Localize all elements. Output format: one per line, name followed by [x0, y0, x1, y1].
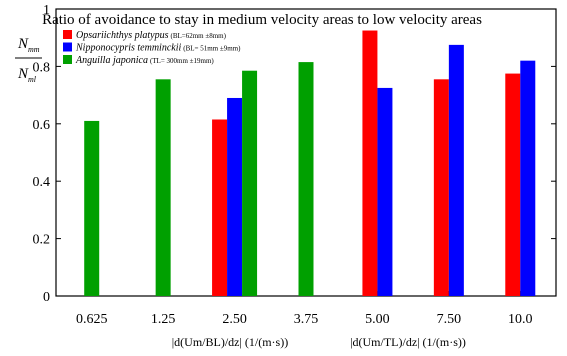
x-tick-label: 3.75 [294, 312, 319, 327]
y-tick-label: 1 [43, 3, 50, 18]
bar [362, 30, 378, 297]
legend-label: Opsariichthys platypus (BL=62mm ±8mm) [76, 30, 227, 41]
y-tick-label: 0.8 [33, 60, 51, 75]
bar [155, 79, 171, 296]
y-label-numerator: Nmm [17, 36, 40, 54]
bar [433, 79, 449, 296]
legend-size-label: (BL=62mm ±8mm) [171, 32, 227, 40]
legend-label: Anguilla japonica (TL= 300mm ±19mm) [75, 55, 214, 66]
bar [505, 73, 521, 296]
x-tick-label: 5.00 [365, 312, 390, 327]
x-axis-label-right: |d(Um/TL)/dz| (1/(m·s)) [350, 335, 466, 349]
x-tick-label: 0.625 [76, 312, 108, 327]
legend-swatch [63, 55, 72, 64]
legend-label: Nipponocypris temminckii (BL= 51mm ±9mm) [75, 43, 241, 54]
bar [242, 70, 258, 296]
legend-size-label: (BL= 51mm ±9mm) [183, 45, 241, 53]
legend-swatch [63, 42, 72, 52]
bar [377, 87, 393, 296]
legend: Opsariichthys platypus (BL=62mm ±8mm) Nipp… [63, 30, 241, 66]
x-tick-label: 10.0 [508, 312, 533, 327]
y-tick-label: 0.6 [33, 118, 51, 133]
x-tick-label: 1.25 [151, 312, 176, 327]
bar [298, 62, 314, 296]
y-tick-label: 0.4 [33, 175, 51, 190]
bar [520, 60, 536, 296]
plot-area: 0 0.2 0.4 0.6 0.8 1 0.625 1.25 2.50 3.75 5.00 7.50 1… [33, 3, 557, 327]
bar [84, 120, 100, 297]
x-tick-label: 2.50 [222, 312, 247, 327]
chart-title: Ratio of avoidance to stay in medium vel… [42, 12, 482, 28]
bar [448, 44, 464, 296]
y-tick-label: 0 [43, 290, 50, 305]
x-tick-label: 7.50 [437, 312, 462, 327]
y-label-numerator-sub: mm [28, 45, 40, 54]
legend-size-label: (TL= 300mm ±19mm) [150, 57, 214, 65]
legend-swatch [63, 30, 72, 39]
y-label-denominator-sub: ml [28, 75, 37, 84]
bar [212, 119, 228, 297]
bar [227, 97, 243, 296]
x-axis-label-left: |d(Um/BL)/dz| (1/(m·s)) [172, 335, 288, 349]
y-tick-label: 0.2 [33, 233, 51, 248]
